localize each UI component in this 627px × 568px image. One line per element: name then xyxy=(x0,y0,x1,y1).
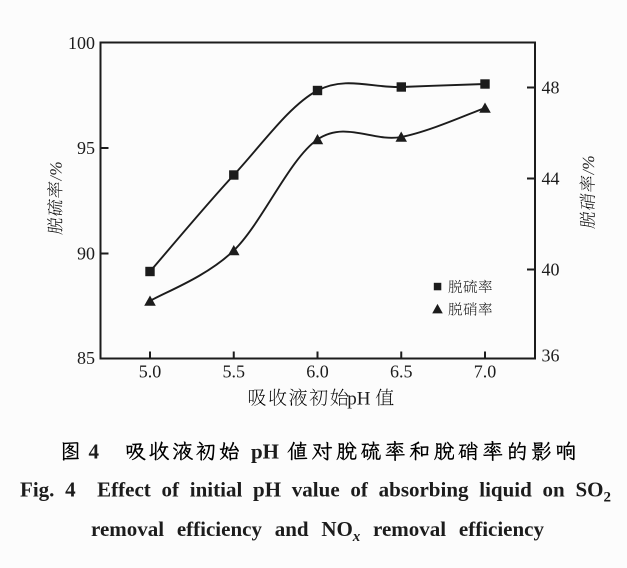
svg-text:6.5: 6.5 xyxy=(390,362,413,382)
svg-text:x: x xyxy=(352,529,361,545)
svg-text:removal efficiency: removal efficiency xyxy=(360,517,544,541)
svg-text:4: 4 xyxy=(89,440,100,464)
svg-text:48: 48 xyxy=(542,77,560,97)
svg-text:pH: pH xyxy=(251,440,279,464)
svg-text:95: 95 xyxy=(77,138,95,158)
svg-text:36: 36 xyxy=(542,345,560,365)
svg-text:2: 2 xyxy=(604,490,612,506)
svg-text:5.5: 5.5 xyxy=(223,362,246,382)
svg-text:Fig. 4 Effect of initial pH v: Fig. 4 Effect of initial pH value of abs… xyxy=(20,478,603,502)
svg-text:5.0: 5.0 xyxy=(139,362,162,382)
svg-text:100: 100 xyxy=(68,33,95,53)
svg-text:7.0: 7.0 xyxy=(474,362,497,382)
svg-text:pH: pH xyxy=(347,389,371,410)
svg-text:/%: /% xyxy=(46,160,65,182)
svg-text:85: 85 xyxy=(77,348,95,368)
svg-text:40: 40 xyxy=(542,259,560,279)
svg-text:removal efficiency and NO: removal efficiency and NO xyxy=(91,517,353,541)
svg-text:90: 90 xyxy=(77,243,95,263)
svg-text:/%: /% xyxy=(579,154,598,176)
svg-text:6.0: 6.0 xyxy=(306,362,329,382)
svg-text:44: 44 xyxy=(542,168,560,188)
